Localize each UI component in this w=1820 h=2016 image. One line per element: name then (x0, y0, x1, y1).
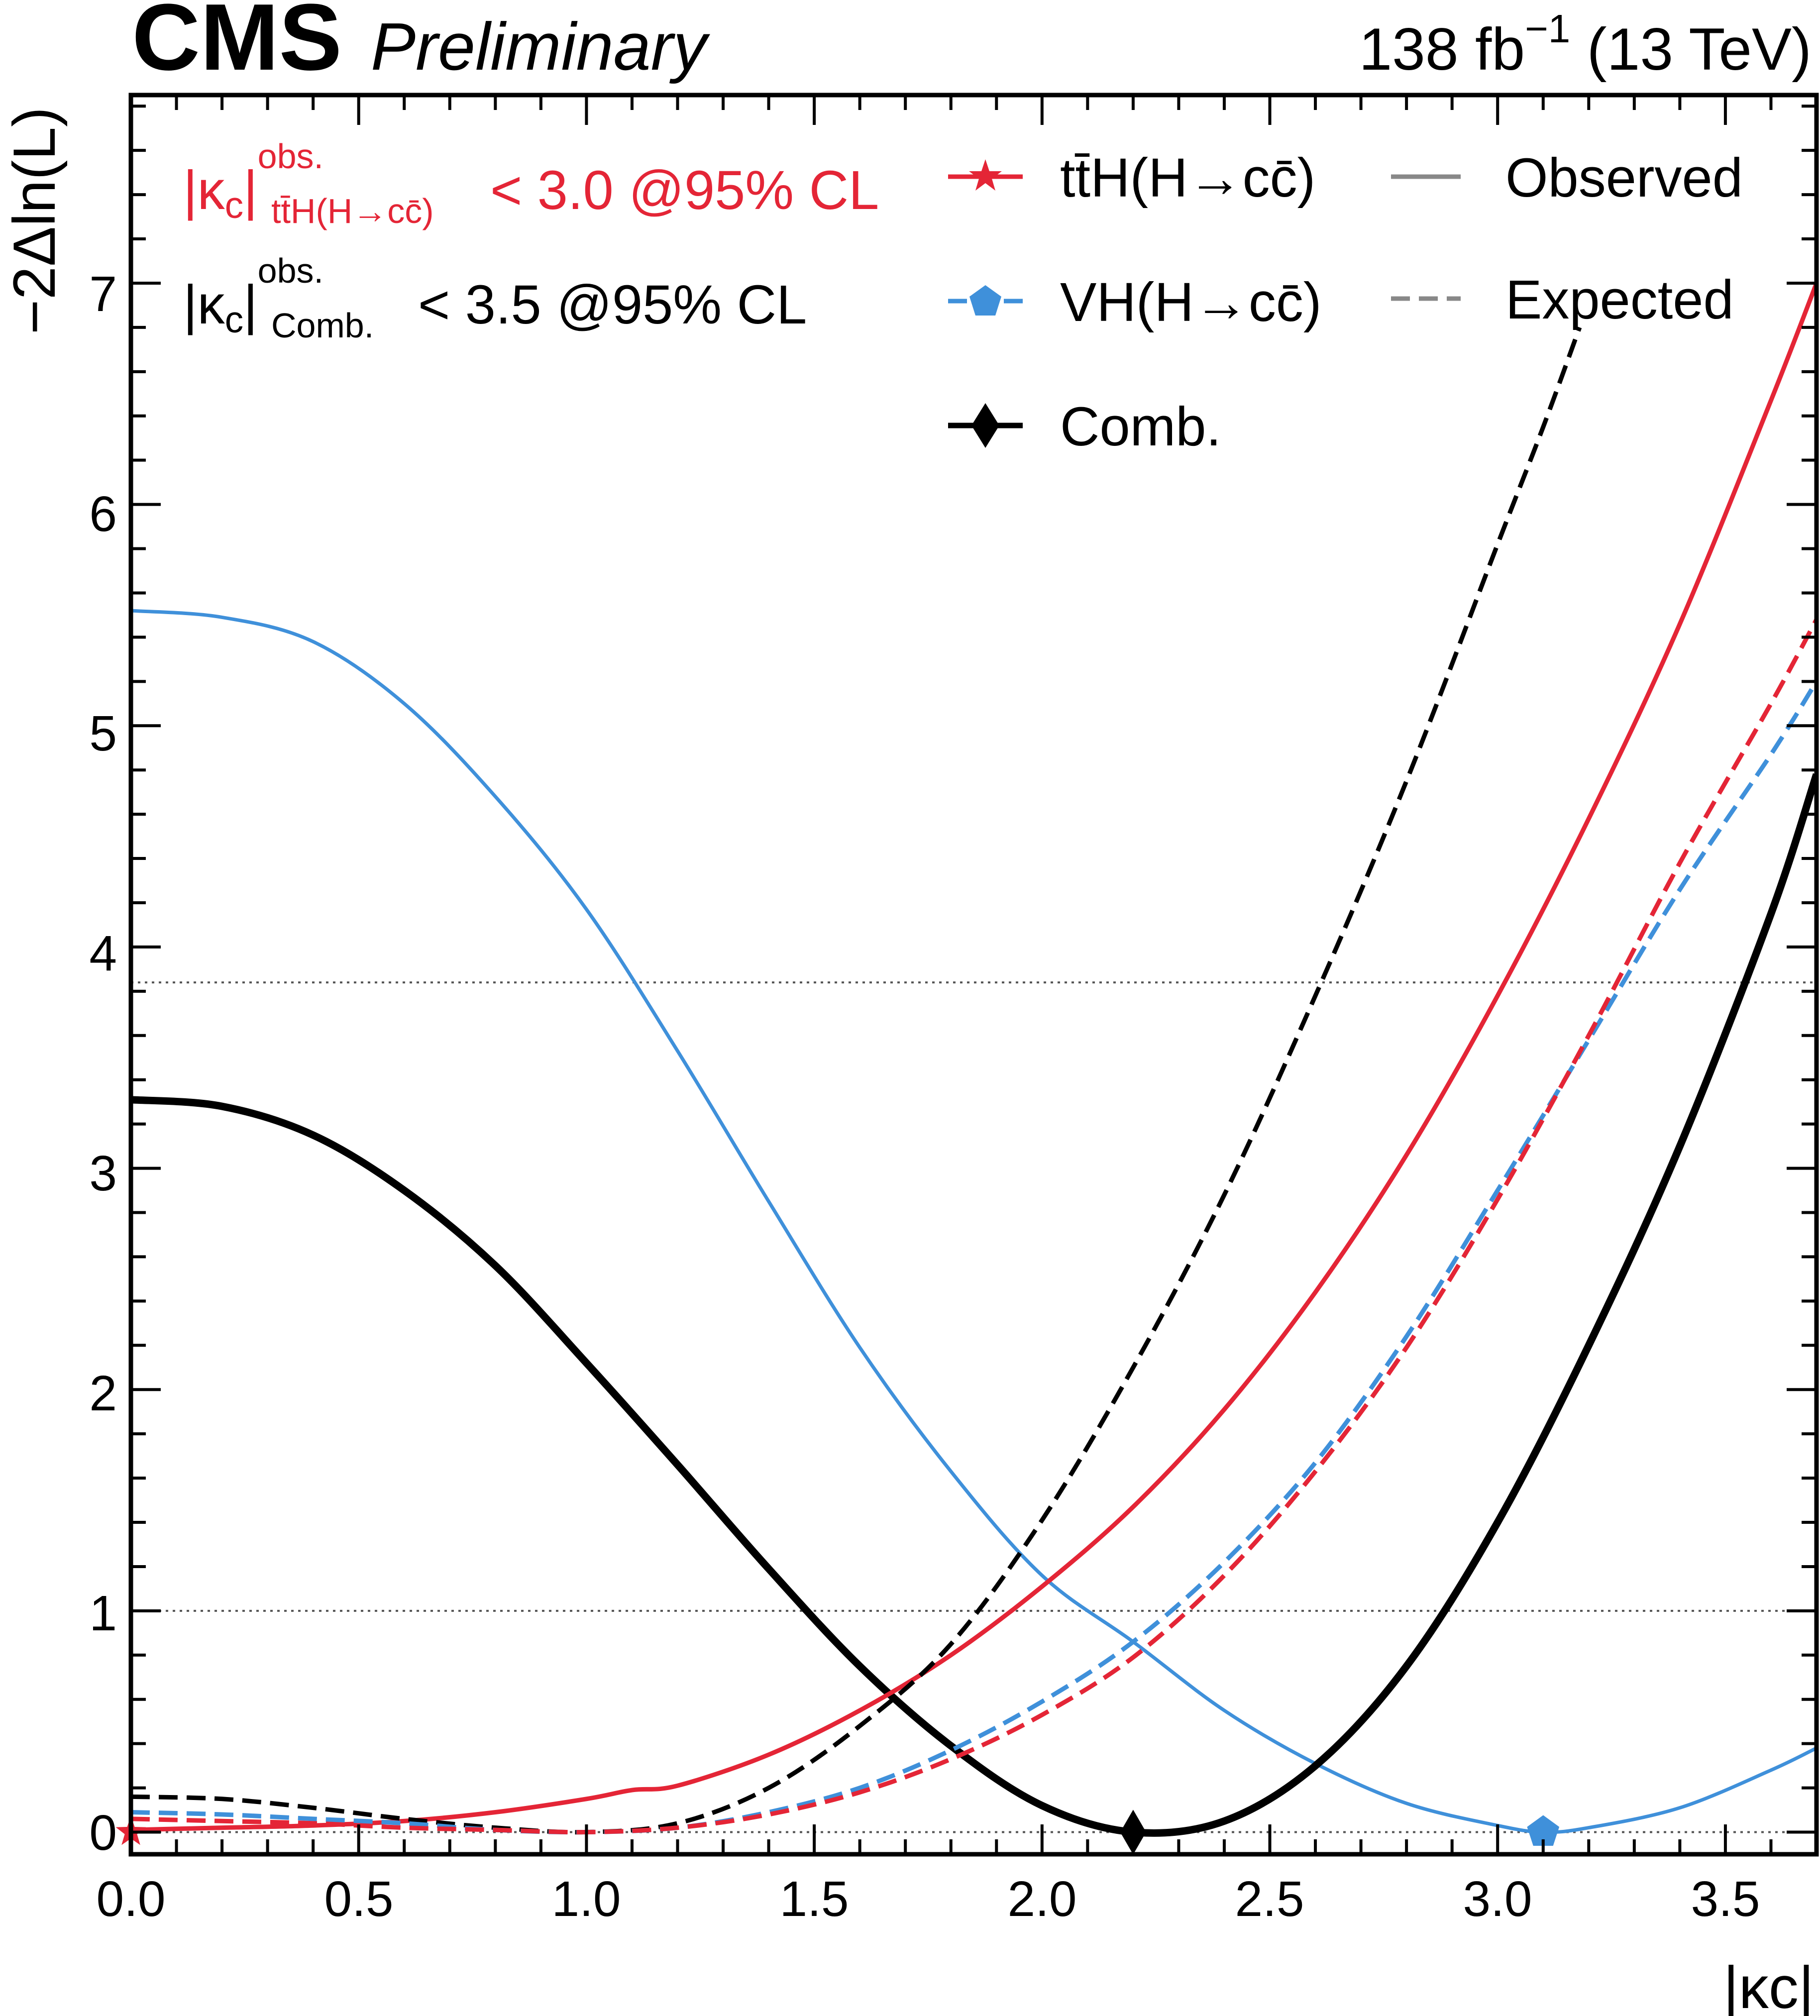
x-tick-label: 3.5 (1691, 1871, 1760, 1927)
comb-limit-sub-label: Comb. (271, 306, 374, 345)
x-axis-title: |κc| (1723, 1954, 1814, 2016)
comb-limit-bar: | (243, 274, 258, 335)
preliminary-label: Preliminary (371, 9, 711, 84)
plot-frame (128, 93, 1819, 1857)
curve-vh-h-cc-expected (131, 680, 1817, 1835)
tth-limit-kappa-sub: c (225, 184, 244, 226)
comb-limit-prefix: |κ (183, 274, 225, 335)
cms-label: CMS (132, 0, 342, 90)
legend-comb-diamond-icon (971, 403, 999, 448)
tth-limit-text: < 3.0 @95% CL (490, 160, 879, 221)
comb-limit-text: < 3.5 @95% CL (418, 274, 807, 335)
y-tick-label: 3 (89, 1146, 117, 1201)
curve-comb-expected (131, 326, 1582, 1835)
y-tick-label: 4 (89, 926, 117, 981)
y-tick-label: 7 (89, 266, 117, 322)
x-tick-label: 2.5 (1235, 1871, 1304, 1927)
axis-ticks (129, 95, 1818, 1854)
y-tick-label: 1 (89, 1586, 117, 1641)
comb-limit-annotation: |κc|obs. Comb. < 3.5 @95% CL (183, 251, 807, 345)
y-axis-title: −2Δln(L) (1, 107, 68, 334)
x-tick-labels: 0.0 0.5 1.0 1.5 2.0 2.5 3.0 3.5 (96, 1871, 1760, 1927)
y-tick-label: 2 (89, 1366, 117, 1421)
tth-limit-annotation: |κc|obs. tt̄H(H→cc̄) < 3.0 @95% CL (183, 137, 879, 230)
likelihood-curves (131, 282, 1817, 1837)
legend-vh-pentagon-icon (969, 285, 1001, 316)
best-fit-pentagon-marker (1527, 1815, 1560, 1846)
tth-limit-prefix: |κ (183, 160, 225, 221)
x-tick-label: 3.0 (1463, 1871, 1532, 1927)
y-tick-label: 5 (89, 706, 117, 761)
luminosity-value: 138 fb (1359, 16, 1525, 83)
legend-observed-label: Observed (1505, 147, 1743, 209)
legend-expected-label: Expected (1505, 269, 1734, 330)
legend: tt̄H(H→cc̄) VH(H→cc̄) Comb. Observed Exp… (948, 147, 1743, 457)
reference-lines (131, 981, 1817, 1833)
legend-vh-label: VH(H→cc̄) (1060, 272, 1322, 333)
best-fit-diamond-marker (1120, 1809, 1146, 1855)
x-tick-label: 2.0 (1007, 1871, 1076, 1927)
energy-label: (13 TeV) (1587, 16, 1812, 83)
legend-tth-star-icon (969, 159, 1002, 191)
x-tick-label: 0.0 (96, 1871, 165, 1927)
curve-tt-h-h-cc-observed (131, 282, 1817, 1832)
x-tick-label: 1.5 (779, 1871, 849, 1927)
curve-tt-h-h-cc-expected (131, 618, 1817, 1835)
luminosity-exponent: −1 (1525, 6, 1570, 51)
luminosity-label: 138 fb−1 (13 TeV) (1359, 6, 1812, 83)
y-tick-label: 6 (89, 486, 117, 542)
x-tick-label: 1.0 (551, 1871, 621, 1927)
curve-vh-h-cc-observed (131, 609, 1817, 1834)
comb-limit-kappa-sub: c (225, 299, 244, 340)
x-tick-label: 0.5 (324, 1871, 393, 1927)
tth-limit-bar: | (243, 160, 258, 221)
best-fit-markers (115, 1809, 1560, 1855)
curve-comb-observed (131, 773, 1817, 1837)
legend-comb-label: Comb. (1060, 396, 1221, 457)
y-tick-label: 0 (89, 1805, 117, 1861)
legend-tth-label: tt̄H(H→cc̄) (1060, 147, 1315, 209)
comb-limit-sup: obs. (258, 251, 323, 290)
tth-limit-sub-label: tt̄H(H→cc̄) (271, 192, 434, 230)
tth-limit-sup: obs. (258, 137, 323, 176)
y-tick-labels: 0 1 2 3 4 5 6 7 (89, 266, 117, 1861)
